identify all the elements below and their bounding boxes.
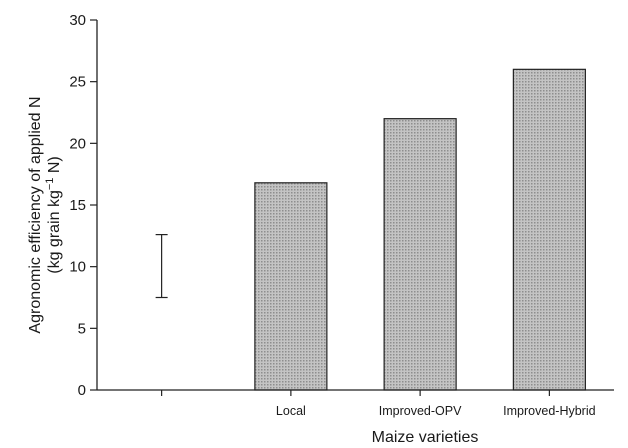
error-bar-group xyxy=(155,234,168,299)
bar-improved-hybrid xyxy=(512,68,586,391)
bar-improved-opv xyxy=(383,118,457,391)
category-label: Improved-OPV xyxy=(379,404,462,418)
category-labels: Local Improved-OPV Improved-Hybrid xyxy=(276,404,596,418)
category-label: Improved-Hybrid xyxy=(503,404,595,418)
y-tick-label: 20 xyxy=(69,135,86,152)
y-tick-label: 15 xyxy=(69,197,86,214)
y-axis-ticks: 0 5 10 15 20 25 30 xyxy=(69,12,97,399)
category-label: Local xyxy=(276,404,306,418)
y-axis-unit-b: N) xyxy=(46,156,63,177)
bar-series xyxy=(254,68,586,391)
y-tick-label: 30 xyxy=(69,12,86,29)
x-axis-title: Maize varieties xyxy=(372,429,479,446)
y-tick-label: 0 xyxy=(78,382,86,399)
y-axis-title-line2: (kg grain kg−1 N) xyxy=(44,156,63,273)
y-axis-title-line1: Agronomic efficiency of applied N xyxy=(27,96,44,333)
x-axis-ticks xyxy=(161,390,550,396)
y-tick-label: 25 xyxy=(69,74,86,91)
y-axis-title: Agronomic efficiency of applied N (kg gr… xyxy=(27,96,63,333)
bar-local xyxy=(254,182,328,391)
y-axis-unit-a: (kg grain kg xyxy=(46,190,63,274)
y-tick-label: 5 xyxy=(78,320,86,337)
y-tick-label: 10 xyxy=(69,259,86,276)
y-axis-unit-superscript: −1 xyxy=(44,178,56,191)
